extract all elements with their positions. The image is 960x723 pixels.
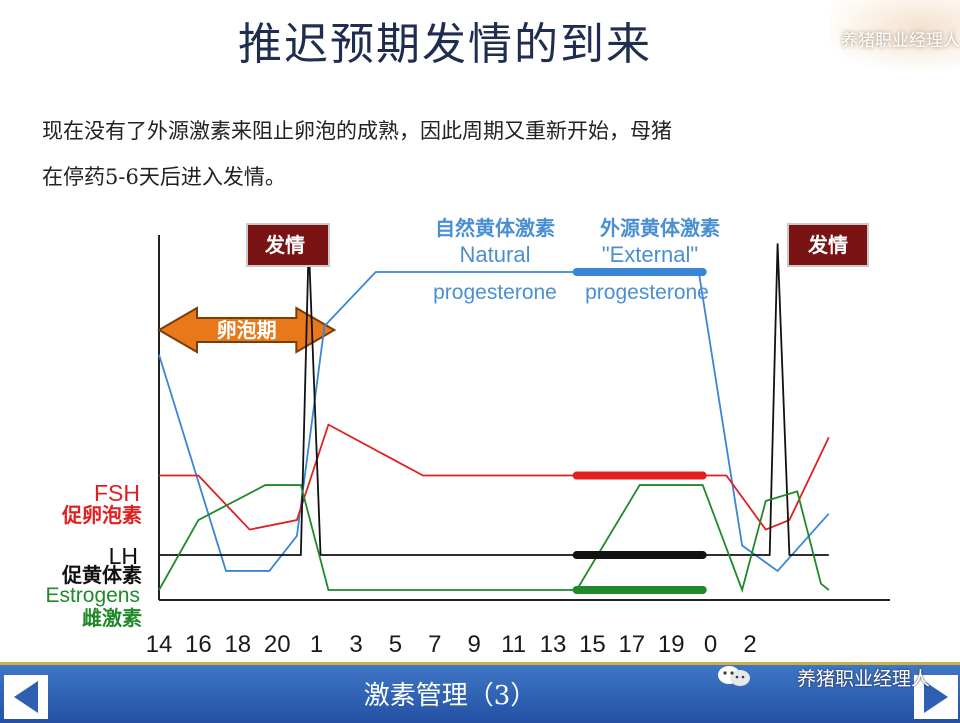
x-tick-labels: 14 16 18 20 1 3 5 7 9 11 13 15 17 19 0 2 <box>146 631 757 658</box>
x-tick-label: 18 <box>224 631 251 658</box>
footer-title: 激素管理（3） <box>363 681 537 711</box>
fsh-label: FSH <box>94 480 140 506</box>
right-arrow-icon[interactable] <box>914 675 958 719</box>
x-tick-label: 17 <box>618 631 645 658</box>
x-tick-label: 16 <box>185 631 212 658</box>
estrogens-cn-label: 雌激素 <box>82 606 142 630</box>
x-tick-label: 7 <box>428 631 441 658</box>
x-tick-label: 3 <box>349 631 362 658</box>
x-tick-label: 9 <box>468 631 481 658</box>
estrus-box-2: 发情 <box>787 223 869 267</box>
left-arrow-icon[interactable] <box>4 675 48 719</box>
series-layer <box>158 243 830 593</box>
fsh-cn-label: 促卵泡素 <box>61 503 142 527</box>
hormone-cycle-chart: 卵泡期 发情 发情 自然黄体激素 Natural progesterone 外源… <box>45 216 890 658</box>
external-cn-label: 外源黄体激素 <box>600 216 720 240</box>
x-tick-label: 20 <box>264 631 291 658</box>
x-tick-label: 13 <box>540 631 567 658</box>
x-tick-label: 19 <box>658 631 685 658</box>
estrogens-line <box>158 484 830 593</box>
x-tick-label: 2 <box>743 631 756 658</box>
x-tick-label: 11 <box>501 631 526 658</box>
body-line-2: 在停药5-6天后进入发情。 <box>42 165 286 189</box>
estrus-box-1: 发情 <box>246 223 330 267</box>
lh-cn-label: 促黄体素 <box>61 563 142 587</box>
external-en-label-1: "External" <box>602 242 698 267</box>
lh-label: LH <box>109 543 138 569</box>
external-en-label-2: progesterone <box>585 281 709 304</box>
body-text: 现在没有了外源激素来阻止卵泡的成熟，因此周期又重新开始，母猪 在停药5-6天后进… <box>42 108 872 200</box>
estrus-label-2: 发情 <box>807 233 848 257</box>
x-tick-label: 1 <box>310 631 323 658</box>
follicular-phase-label: 卵泡期 <box>217 318 277 342</box>
footer-bar: 激素管理（3） <box>0 662 960 723</box>
estrus-box-1-bg <box>246 223 330 267</box>
estrus-label-1: 发情 <box>264 233 305 257</box>
lh-line <box>159 243 829 556</box>
wechat-icon <box>718 666 750 686</box>
slide-title: 推迟预期发情的到来 <box>238 19 652 70</box>
x-tick-label: 5 <box>389 631 402 658</box>
estrus-box-2-bg <box>787 223 869 267</box>
x-tick-label: 15 <box>579 631 606 658</box>
external-segments <box>572 268 707 594</box>
x-tick-label: 0 <box>704 631 717 658</box>
footer-watermark: 养猪职业经理人 <box>796 668 930 690</box>
x-tick-label: 14 <box>146 631 173 658</box>
body-line-1: 现在没有了外源激素来阻止卵泡的成熟，因此周期又重新开始，母猪 <box>42 119 672 143</box>
fsh-line <box>159 423 830 531</box>
top-watermark: 养猪职业经理人 <box>841 31 960 51</box>
estrogens-label: Estrogens <box>45 584 140 607</box>
corner-decoration <box>830 0 960 70</box>
natural-en-label-2: progesterone <box>433 281 557 304</box>
follicular-phase-arrow: 卵泡期 <box>157 306 337 354</box>
progesterone-line <box>158 271 830 573</box>
natural-en-label-1: Natural <box>460 242 531 267</box>
natural-cn-label: 自然黄体激素 <box>435 216 555 240</box>
